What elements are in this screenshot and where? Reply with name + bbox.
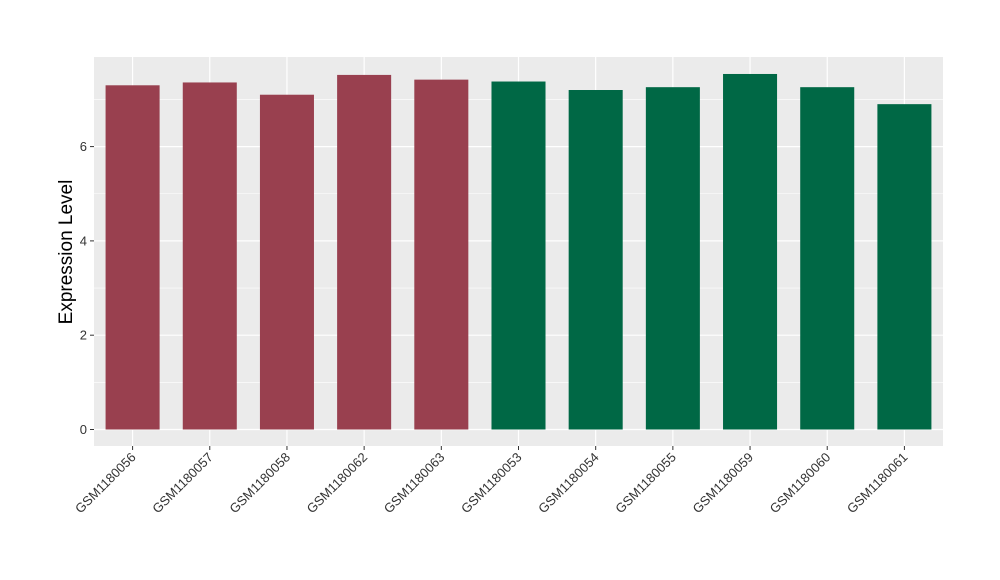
bar-GSM1180053 [491, 81, 546, 430]
x-tick-label: GSM1180055 [612, 450, 679, 517]
y-tick-label: 6 [80, 139, 87, 154]
x-tick-label: GSM1180059 [690, 450, 757, 517]
y-tick-label: 2 [80, 328, 87, 343]
bar-GSM1180057 [182, 82, 237, 430]
x-tick-label: GSM1180063 [381, 450, 448, 517]
y-tick-label: 0 [80, 422, 87, 437]
bar-GSM1180059 [723, 73, 778, 430]
bar-GSM1180054 [568, 90, 623, 430]
x-tick-label: GSM1180053 [458, 450, 525, 517]
bar-GSM1180063 [414, 79, 469, 430]
x-tick-label: GSM1180061 [844, 450, 911, 517]
x-tick-label: GSM1180056 [72, 450, 139, 517]
x-tick-label: GSM1180060 [767, 450, 834, 517]
y-tick-label: 4 [80, 233, 87, 248]
y-axis: 0 2 4 6 [80, 139, 94, 437]
x-tick-label: GSM1180057 [149, 450, 216, 517]
bar-GSM1180061 [877, 104, 932, 430]
x-tick-label: GSM1180062 [304, 450, 371, 517]
x-axis: GSM1180056 GSM1180057 GSM1180058 GSM1180062… [72, 446, 911, 517]
bar-GSM1180058 [259, 94, 314, 430]
bar-GSM1180055 [645, 87, 700, 430]
bars [105, 73, 932, 430]
x-tick-label: GSM1180054 [535, 450, 602, 517]
y-axis-title: Expression Level [56, 180, 77, 325]
bar-GSM1180056 [105, 85, 160, 430]
bar-GSM1180062 [337, 74, 392, 430]
x-tick-label: GSM1180058 [226, 450, 293, 517]
bar-GSM1180060 [800, 87, 855, 430]
